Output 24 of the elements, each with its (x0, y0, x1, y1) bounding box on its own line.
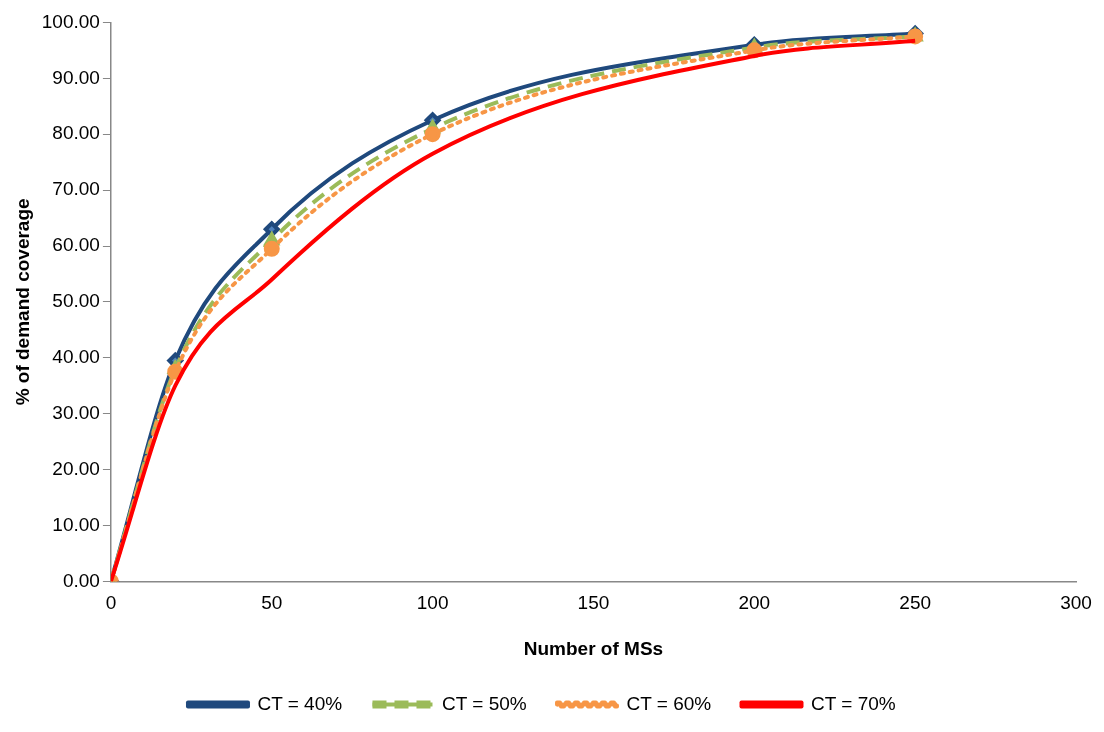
y-tick-label: 20.00 (52, 457, 100, 479)
y-tick-label: 90.00 (52, 66, 100, 88)
y-axis-title: % of demand coverage (11, 198, 33, 406)
y-tick-label: 70.00 (52, 178, 100, 200)
legend-label: CT = 70% (811, 692, 896, 714)
y-tick-label: 100.00 (41, 10, 100, 32)
y-tick-label: 80.00 (52, 122, 100, 144)
x-tick-label: 250 (899, 592, 931, 614)
x-tick-label: 200 (738, 592, 771, 614)
y-tick-label: 40.00 (52, 346, 100, 368)
y-tick-label: 10.00 (52, 513, 100, 535)
legend-label: CT = 40% (257, 692, 343, 714)
x-tick-label: 0 (105, 592, 117, 614)
x-tick-label: 50 (261, 592, 283, 614)
x-tick-label: 150 (577, 592, 610, 614)
legend-label: CT = 50% (441, 692, 527, 714)
x-axis-title: Number of MSs (523, 637, 664, 659)
x-tick-label: 300 (1060, 592, 1092, 614)
y-tick-label: 0.00 (62, 569, 100, 591)
y-tick-label: 30.00 (52, 401, 100, 423)
x-tick-label: 100 (416, 592, 449, 614)
y-tick-label: 60.00 (52, 234, 100, 256)
y-tick-label: 50.00 (52, 290, 100, 312)
legend-label: CT = 60% (626, 692, 712, 714)
